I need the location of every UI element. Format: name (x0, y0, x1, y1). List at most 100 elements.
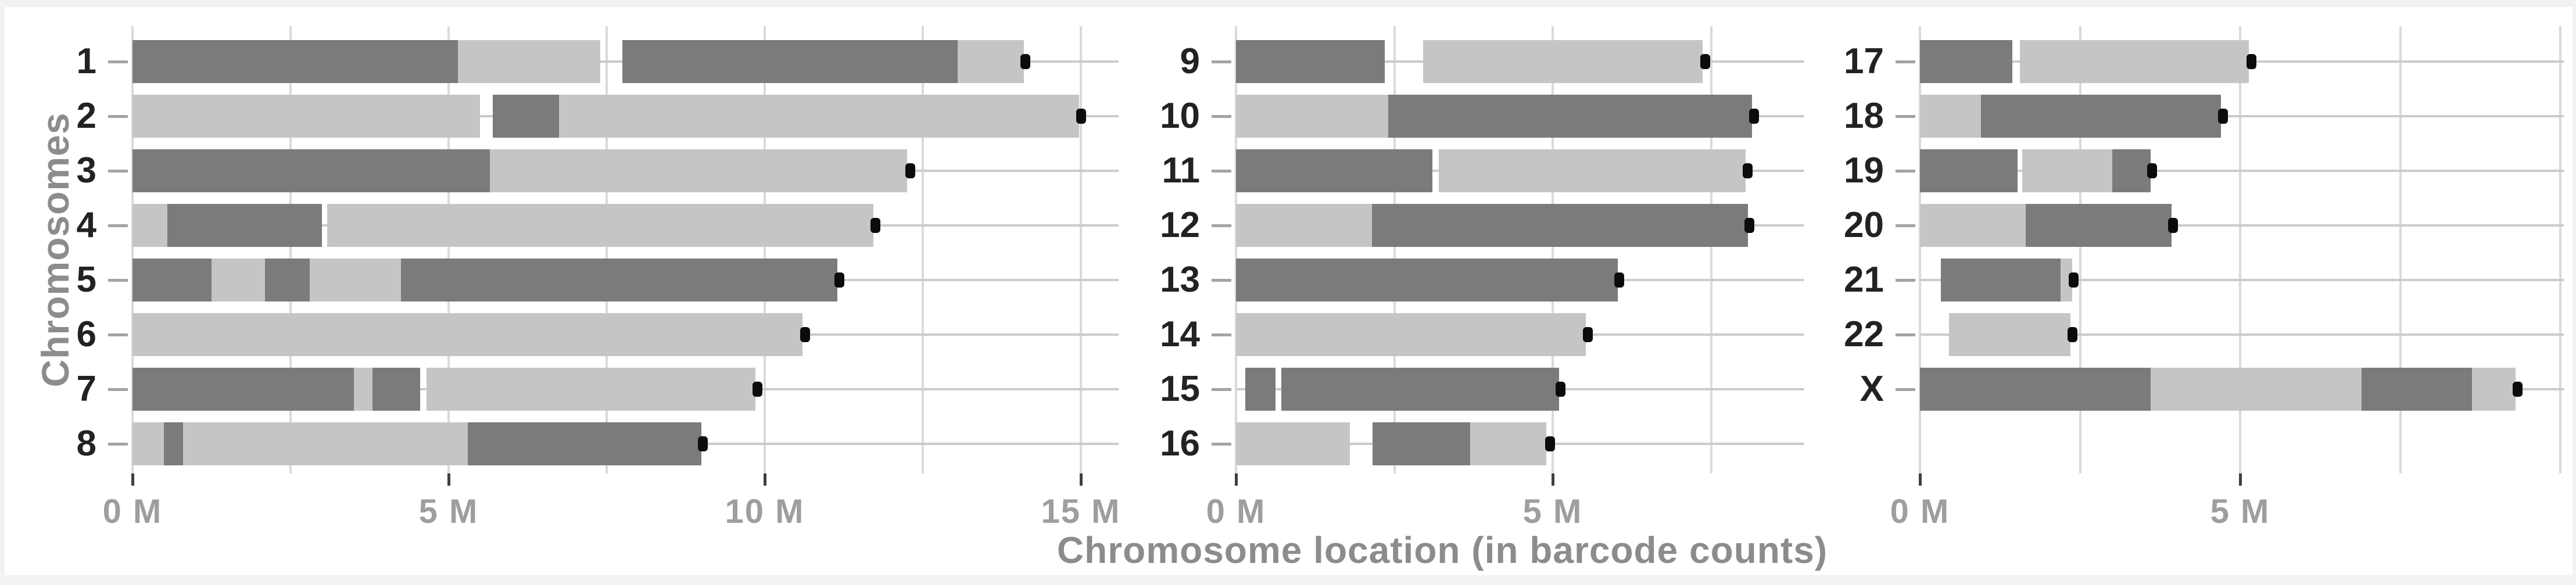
x-gridline (1235, 26, 1237, 473)
bar-end-marker (1700, 54, 1710, 69)
bar-end-marker (1076, 109, 1086, 124)
row-gridline (1920, 170, 2564, 172)
x-gridline (606, 26, 608, 473)
y-tick-label: 2 (76, 96, 96, 136)
bar-end-marker (2069, 272, 2079, 288)
bar-segment-dark (467, 422, 702, 465)
x-gridline (922, 26, 924, 473)
y-tick-label: 7 (76, 369, 96, 409)
bar-segment-dark (2362, 368, 2472, 411)
bar-segment-dark (1980, 95, 2221, 138)
y-tick-label: 5 (76, 260, 96, 300)
x-tick-label: 5 M (2210, 493, 2270, 530)
y-tick-mark (1212, 279, 1231, 282)
bar-segment-light (1470, 422, 1547, 465)
bar-segment-light (132, 422, 164, 465)
y-tick-mark (1896, 224, 1915, 227)
y-tick-label: X (1860, 369, 1884, 409)
y-tick-label: 20 (1844, 205, 1884, 245)
x-gridline (447, 26, 450, 473)
x-gridline (764, 26, 766, 473)
bar-segment-dark (1236, 149, 1432, 192)
x-tick-label: 5 M (1522, 493, 1583, 530)
row-gridline (1920, 279, 2564, 281)
y-tick-mark (108, 388, 128, 391)
bar-segment-light (559, 95, 1079, 138)
bar-end-marker (2168, 218, 2179, 233)
x-tick-mark (2239, 473, 2242, 486)
bar-end-marker (1749, 109, 1759, 124)
y-tick-mark (108, 60, 128, 63)
y-tick-mark (1212, 443, 1231, 446)
y-tick-label: 3 (76, 150, 96, 191)
y-tick-mark (1212, 170, 1231, 173)
bar-segment-light (2022, 149, 2112, 192)
y-tick-mark (108, 224, 128, 227)
bar-segment-light (1236, 95, 1388, 138)
y-tick-mark (108, 170, 128, 173)
x-axis-title: Chromosome location (in barcode counts) (1056, 529, 1828, 571)
bar-segment-light (1948, 313, 2070, 356)
bar-segment-dark (1236, 259, 1618, 302)
bar-segment-dark (1920, 40, 2012, 83)
bar-segment-dark (167, 204, 323, 247)
x-gridline (289, 26, 292, 473)
bar-end-marker (1545, 436, 1555, 451)
x-tick-mark (1080, 473, 1083, 486)
x-gridline (1710, 26, 1712, 473)
bar-segment-dark (622, 40, 958, 83)
y-tick-mark (1212, 388, 1231, 391)
bar-segment-dark (1941, 259, 2061, 302)
bar-segment-dark (265, 259, 310, 302)
bar-end-marker (1556, 382, 1566, 397)
y-tick-label: 18 (1844, 96, 1884, 136)
bar-end-marker (2147, 163, 2157, 178)
y-tick-mark (108, 279, 128, 282)
bar-segment-light (132, 204, 167, 247)
frame-strip-right (2573, 0, 2576, 585)
bar-end-marker (2068, 327, 2078, 342)
bar-segment-dark (132, 149, 490, 192)
x-gridline (2079, 26, 2081, 473)
bar-end-marker (1614, 272, 1625, 288)
bar-end-marker (2513, 382, 2523, 397)
x-tick-label: 0 M (1890, 493, 1950, 530)
bar-segment-dark (132, 40, 458, 83)
bar-segment-light (1423, 40, 1703, 83)
bar-segment-dark (1920, 149, 2018, 192)
bar-segment-dark (132, 259, 212, 302)
x-tick-label: 0 M (102, 493, 163, 530)
bar-segment-light (957, 40, 1024, 83)
y-tick-mark (108, 115, 128, 118)
y-tick-label: 17 (1844, 41, 1884, 81)
frame-strip-bottom (0, 575, 2576, 585)
bar-segment-light (1920, 95, 1981, 138)
bar-segment-dark (401, 259, 838, 302)
y-tick-label: 12 (1160, 205, 1200, 245)
bar-segment-light (489, 149, 907, 192)
bar-segment-dark (1920, 368, 2151, 411)
bar-segment-dark (132, 368, 354, 411)
bar-end-marker (2218, 109, 2229, 124)
x-tick-label: 5 M (418, 493, 479, 530)
y-tick-mark (1896, 170, 1915, 173)
x-tick-mark (1552, 473, 1554, 486)
x-tick-label: 10 M (725, 493, 805, 530)
y-tick-mark (1896, 279, 1915, 282)
y-tick-mark (1212, 115, 1231, 118)
y-tick-mark (1896, 388, 1915, 391)
bar-segment-light (212, 259, 266, 302)
y-tick-label: 10 (1160, 96, 1200, 136)
bar-end-marker (1742, 163, 1753, 178)
bar-segment-light (2019, 40, 2249, 83)
bar-segment-light (132, 313, 803, 356)
bar-segment-light (327, 204, 874, 247)
y-tick-label: 6 (76, 314, 96, 354)
y-tick-mark (108, 443, 128, 446)
bar-segment-dark (493, 95, 560, 138)
x-gridline (1552, 26, 1554, 473)
frame-strip-top (0, 0, 2576, 7)
y-tick-label: 15 (1160, 369, 1200, 409)
bar-end-marker (870, 218, 881, 233)
